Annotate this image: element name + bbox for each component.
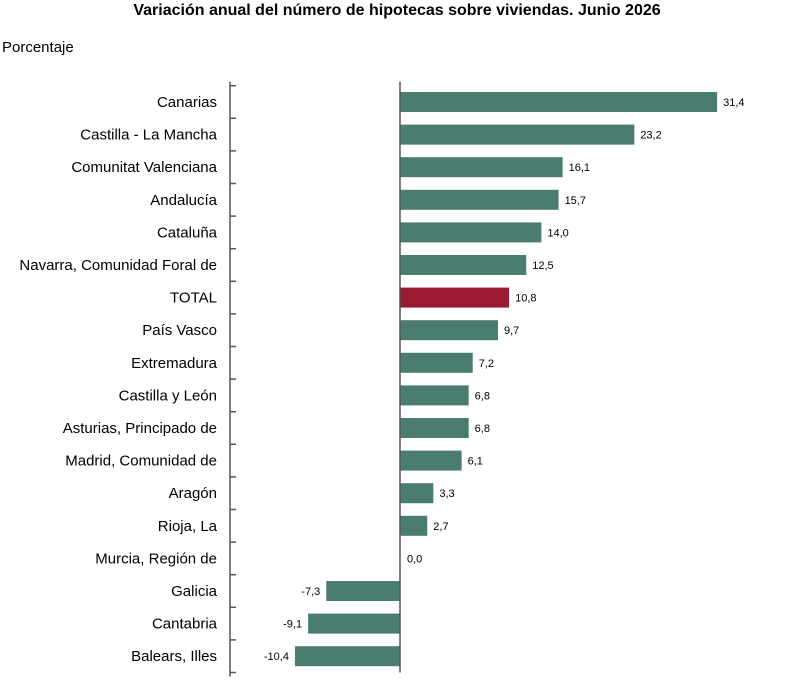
bar-galicia <box>326 581 400 601</box>
bar-andalucia <box>400 189 559 210</box>
bar-navarra-comunidad-foral-de <box>400 255 527 275</box>
data-label-comunitat-valenciana: 16,1 <box>569 162 590 174</box>
category-label-asturias-principado-de: Asturias, Principado de <box>63 420 217 437</box>
category-label-galicia: Galicia <box>171 583 218 600</box>
bar-cataluna <box>400 222 542 243</box>
data-label-cataluna: 14,0 <box>547 227 568 239</box>
category-label-comunitat-valenciana: Comunitat Valenciana <box>71 159 217 176</box>
category-label-cantabria: Cantabria <box>152 616 218 633</box>
bar-comunitat-valenciana <box>400 157 563 178</box>
category-label-castilla-la-mancha: Castilla - La Mancha <box>80 127 217 144</box>
data-label-balears-illes: -10,4 <box>264 651 289 663</box>
bar-madrid-comunidad-de <box>400 450 462 471</box>
data-label-total: 10,8 <box>515 293 536 305</box>
category-label-andalucia: Andalucía <box>150 192 217 209</box>
data-label-pais-vasco: 9,7 <box>504 325 519 337</box>
data-label-asturias-principado-de: 6,8 <box>475 423 490 435</box>
data-label-andalucia: 15,7 <box>565 195 586 207</box>
data-label-murcia-region-de: 0,0 <box>407 553 422 565</box>
bar-castilla-la-mancha <box>400 124 635 145</box>
bar-total <box>400 287 510 308</box>
chart-title: Variación anual del número de hipotecas … <box>133 2 661 19</box>
bar-canarias <box>400 92 718 112</box>
bar-asturias-principado-de <box>400 418 469 438</box>
data-label-castilla-la-mancha: 23,2 <box>640 130 661 142</box>
data-label-castilla-y-leon: 6,8 <box>475 390 490 402</box>
category-label-madrid-comunidad-de: Madrid, Comunidad de <box>65 453 217 470</box>
category-label-extremadura: Extremadura <box>131 355 218 372</box>
data-label-navarra-comunidad-foral-de: 12,5 <box>532 260 553 272</box>
category-label-murcia-region-de: Murcia, Región de <box>95 550 217 567</box>
category-label-balears-illes: Balears, Illes <box>131 648 217 665</box>
bar-cantabria <box>308 613 400 634</box>
unit-label: Porcentaje <box>2 39 74 56</box>
category-label-canarias: Canarias <box>157 94 217 111</box>
data-label-extremadura: 7,2 <box>479 358 494 370</box>
category-label-total: TOTAL <box>170 290 217 307</box>
bar-rioja-la <box>400 515 428 536</box>
bar-castilla-y-leon <box>400 385 469 406</box>
data-label-galicia: -7,3 <box>301 586 320 598</box>
bar-extremadura <box>400 352 473 373</box>
category-label-rioja-la: Rioja, La <box>158 518 218 535</box>
data-label-cantabria: -9,1 <box>283 619 302 631</box>
data-label-rioja-la: 2,7 <box>433 521 448 533</box>
data-label-canarias: 31,4 <box>723 97 744 109</box>
category-label-cataluna: Cataluña <box>157 224 218 241</box>
category-label-navarra-comunidad-foral-de: Navarra, Comunidad Foral de <box>19 257 217 274</box>
category-label-castilla-y-leon: Castilla y León <box>119 387 217 404</box>
data-label-aragon: 3,3 <box>439 488 454 500</box>
bar-aragon <box>400 483 434 504</box>
data-label-madrid-comunidad-de: 6,1 <box>468 456 483 468</box>
bar-balears-illes <box>294 646 400 667</box>
category-label-pais-vasco: País Vasco <box>142 322 217 339</box>
bar-pais-vasco <box>400 320 498 341</box>
category-label-aragon: Aragón <box>169 485 217 502</box>
